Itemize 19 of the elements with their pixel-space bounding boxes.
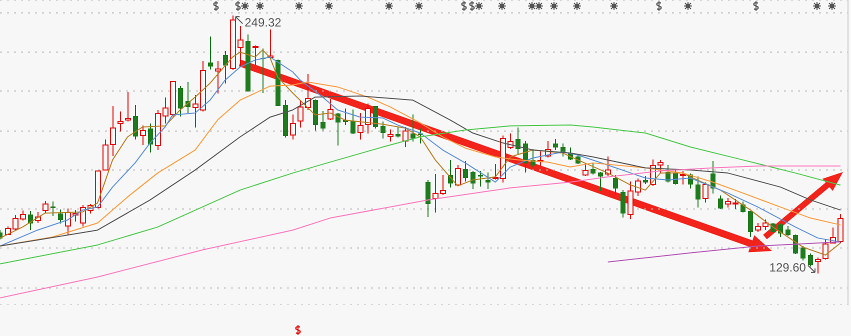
candlestick xyxy=(357,112,364,140)
candlestick xyxy=(470,170,476,190)
candlestick xyxy=(516,126,521,155)
candlestick xyxy=(395,126,400,137)
candlestick xyxy=(132,104,138,140)
candlestick xyxy=(214,60,221,94)
candlestick xyxy=(290,114,296,140)
candlestick xyxy=(553,138,558,151)
candlestick xyxy=(598,172,604,192)
candlestick xyxy=(620,190,626,218)
candlestick xyxy=(222,50,228,84)
candlestick xyxy=(282,100,288,138)
annotation: 249.32 xyxy=(244,16,282,30)
candlestick xyxy=(350,108,356,134)
candlestick xyxy=(786,225,791,237)
candlestick xyxy=(320,110,326,132)
annotation: 129.60 xyxy=(769,260,806,274)
candlestick xyxy=(312,100,318,132)
candlestick xyxy=(208,36,213,70)
